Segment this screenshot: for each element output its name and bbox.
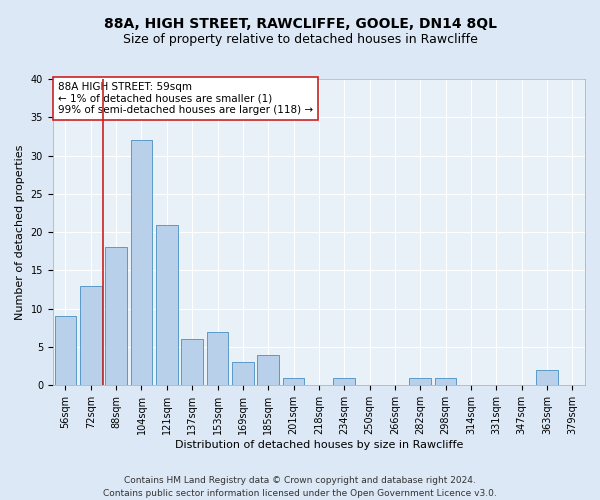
Bar — [283, 378, 304, 386]
Text: Contains HM Land Registry data © Crown copyright and database right 2024.
Contai: Contains HM Land Registry data © Crown c… — [103, 476, 497, 498]
Bar — [257, 354, 279, 386]
Bar — [55, 316, 76, 386]
Bar — [106, 248, 127, 386]
Bar — [131, 140, 152, 386]
Text: Size of property relative to detached houses in Rawcliffe: Size of property relative to detached ho… — [122, 32, 478, 46]
Bar — [435, 378, 457, 386]
Bar — [80, 286, 101, 386]
Bar — [156, 224, 178, 386]
Bar — [536, 370, 558, 386]
Y-axis label: Number of detached properties: Number of detached properties — [15, 144, 25, 320]
Bar — [409, 378, 431, 386]
Bar — [334, 378, 355, 386]
Bar — [181, 340, 203, 386]
Bar — [232, 362, 254, 386]
Bar — [207, 332, 228, 386]
Text: 88A HIGH STREET: 59sqm
← 1% of detached houses are smaller (1)
99% of semi-detac: 88A HIGH STREET: 59sqm ← 1% of detached … — [58, 82, 313, 116]
Text: 88A, HIGH STREET, RAWCLIFFE, GOOLE, DN14 8QL: 88A, HIGH STREET, RAWCLIFFE, GOOLE, DN14… — [104, 18, 497, 32]
X-axis label: Distribution of detached houses by size in Rawcliffe: Distribution of detached houses by size … — [175, 440, 463, 450]
